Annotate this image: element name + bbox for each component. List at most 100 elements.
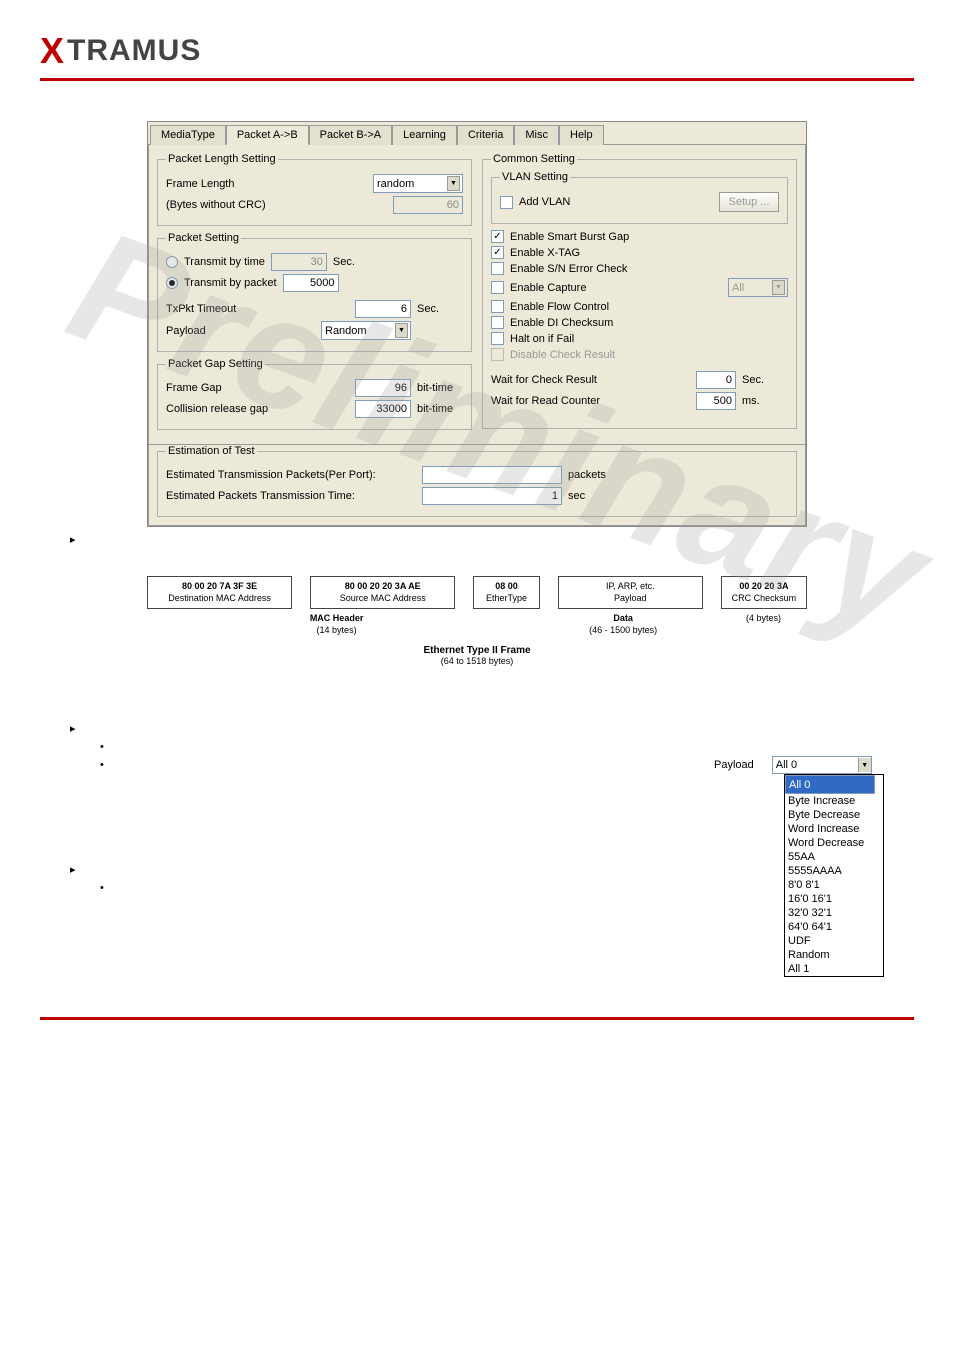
payload-option[interactable]: 16'0 16'1: [785, 892, 883, 906]
tab-help[interactable]: Help: [559, 125, 604, 145]
legend-packet-setting: Packet Setting: [166, 232, 241, 244]
frame-length-select[interactable]: random ▼: [373, 174, 463, 193]
chevron-down-icon: ▼: [858, 758, 871, 772]
payload-option[interactable]: All 1: [785, 962, 883, 976]
est-time-label: Estimated Packets Transmission Time:: [166, 490, 416, 502]
txpkt-unit: Sec.: [417, 303, 463, 315]
payload-option[interactable]: Byte Increase: [785, 794, 883, 808]
tab-packet-ba[interactable]: Packet B->A: [309, 125, 392, 145]
wait-read-input[interactable]: [696, 392, 736, 410]
bullet-3: [70, 863, 714, 876]
payload-option[interactable]: 64'0 64'1: [785, 920, 883, 934]
est-pkts-value: [422, 466, 562, 484]
frame-payload: IP, ARP, etc. Payload: [558, 576, 703, 609]
check-enable-s-n-error-check[interactable]: Enable S/N Error Check: [491, 262, 788, 275]
payload-open-label: Payload: [714, 759, 754, 771]
check-enable-capture[interactable]: Enable CaptureAll▼: [491, 278, 788, 297]
check-halt-on-if-fail[interactable]: Halt on if Fail: [491, 332, 788, 345]
payload-option[interactable]: Word Increase: [785, 822, 883, 836]
legend-packet-length: Packet Length Setting: [166, 153, 278, 165]
legend-common: Common Setting: [491, 153, 577, 165]
check-enable-di-checksum[interactable]: Enable DI Checksum: [491, 316, 788, 329]
est-time-value: [422, 487, 562, 505]
txpkt-timeout-label: TxPkt Timeout: [166, 303, 349, 315]
group-packet-setting: Packet Setting Transmit by time Sec.: [157, 232, 472, 352]
tab-strip: MediaType Packet A->B Packet B->A Learni…: [148, 122, 806, 144]
wait-check-unit: Sec.: [742, 374, 788, 386]
collision-gap-label: Collision release gap: [166, 403, 349, 415]
tab-learning[interactable]: Learning: [392, 125, 457, 145]
subbullet-3: [100, 882, 714, 894]
capture-filter-select: All▼: [728, 278, 788, 297]
payload-select[interactable]: Random ▼: [321, 321, 411, 340]
frame-gap-label: Frame Gap: [166, 382, 349, 394]
wait-read-unit: ms.: [742, 395, 788, 407]
frame-crc: 00 20 20 3A CRC Checksum: [721, 576, 807, 609]
payload-option[interactable]: Random: [785, 948, 883, 962]
frame-gap-input[interactable]: [355, 379, 411, 397]
txpkt-timeout-input[interactable]: [355, 300, 411, 318]
legend-vlan: VLAN Setting: [500, 171, 570, 183]
tab-mediatype[interactable]: MediaType: [150, 125, 226, 145]
setup-button[interactable]: Setup ...: [719, 192, 779, 212]
transmit-by-time-label: Transmit by time: [184, 256, 265, 268]
group-vlan: VLAN Setting Add VLAN Setup ...: [491, 171, 788, 224]
payload-value: Random: [325, 325, 367, 337]
logo-x: X: [40, 30, 65, 72]
tab-packet-ab[interactable]: Packet A->B: [226, 125, 309, 145]
wait-check-input[interactable]: [696, 371, 736, 389]
subbullet-1: [100, 741, 714, 753]
payload-option[interactable]: 55AA: [785, 850, 883, 864]
legend-packet-gap: Packet Gap Setting: [166, 358, 265, 370]
frame-ethertype: 08 00 EtherType: [473, 576, 539, 609]
radio-transmit-by-packet[interactable]: Transmit by packet: [166, 277, 277, 289]
tab-criteria[interactable]: Criteria: [457, 125, 514, 145]
collision-gap-unit: bit-time: [417, 403, 463, 415]
group-packet-gap: Packet Gap Setting Frame Gap bit-time Co…: [157, 358, 472, 430]
payload-option[interactable]: Byte Decrease: [785, 808, 883, 822]
logo: X TRAMUS: [40, 30, 201, 72]
payload-option[interactable]: Word Decrease: [785, 836, 883, 850]
group-common-setting: Common Setting VLAN Setting Add VLAN Set…: [482, 153, 797, 429]
check-enable-smart-burst-gap[interactable]: ✓Enable Smart Burst Gap: [491, 230, 788, 243]
frame-length-label: Frame Length: [166, 178, 367, 190]
ethernet-frame-diagram: 80 00 20 7A 3F 3E Destination MAC Addres…: [147, 576, 807, 666]
payload-option[interactable]: All 0: [785, 775, 875, 794]
tab-misc[interactable]: Misc: [514, 125, 559, 145]
add-vlan-label: Add VLAN: [519, 196, 570, 208]
wait-read-label: Wait for Read Counter: [491, 395, 690, 407]
collision-gap-input[interactable]: [355, 400, 411, 418]
transmit-by-packet-label: Transmit by packet: [184, 277, 277, 289]
bytes-without-crc-input: [393, 196, 463, 214]
check-enable-x-tag[interactable]: ✓Enable X-TAG: [491, 246, 788, 259]
check-add-vlan[interactable]: Add VLAN: [500, 196, 570, 209]
check-enable-flow-control[interactable]: Enable Flow Control: [491, 300, 788, 313]
est-pkts-unit: packets: [568, 469, 614, 481]
payload-option[interactable]: 8'0 8'1: [785, 878, 883, 892]
est-time-unit: sec: [568, 490, 614, 502]
group-packet-length: Packet Length Setting Frame Length rando…: [157, 153, 472, 226]
frame-length-value: random: [377, 178, 414, 190]
radio-transmit-by-time[interactable]: Transmit by time: [166, 256, 265, 268]
check-disable-check-result: Disable Check Result: [491, 348, 788, 361]
payload-dropdown-open: Payload All 0 ▼ All 0Byte IncreaseByte D…: [714, 756, 884, 977]
chevron-down-icon: ▼: [447, 176, 460, 191]
payload-option-list[interactable]: All 0Byte IncreaseByte DecreaseWord Incr…: [784, 774, 884, 977]
payload-option[interactable]: 32'0 32'1: [785, 906, 883, 920]
frame-dest-mac: 80 00 20 7A 3F 3E Destination MAC Addres…: [147, 576, 292, 609]
frame-sub: (64 to 1518 bytes): [147, 656, 807, 666]
transmit-by-time-input: [271, 253, 327, 271]
group-estimation: Estimation of Test Estimated Transmissio…: [157, 445, 797, 517]
payload-option[interactable]: UDF: [785, 934, 883, 948]
frame-src-mac: 80 00 20 20 3A AE Source MAC Address: [310, 576, 455, 609]
bullet-2: [70, 722, 714, 735]
chevron-down-icon: ▼: [395, 323, 408, 338]
payload-open-selectbox[interactable]: All 0 ▼: [772, 756, 872, 774]
frame-title: Ethernet Type II Frame: [147, 645, 807, 656]
footer-rule: [40, 1017, 914, 1020]
legend-estimation: Estimation of Test: [166, 445, 257, 457]
bytes-without-crc-label: (Bytes without CRC): [166, 199, 387, 211]
payload-option[interactable]: 5555AAAA: [785, 864, 883, 878]
bullet-1: [70, 533, 914, 546]
transmit-by-packet-input[interactable]: [283, 274, 339, 292]
